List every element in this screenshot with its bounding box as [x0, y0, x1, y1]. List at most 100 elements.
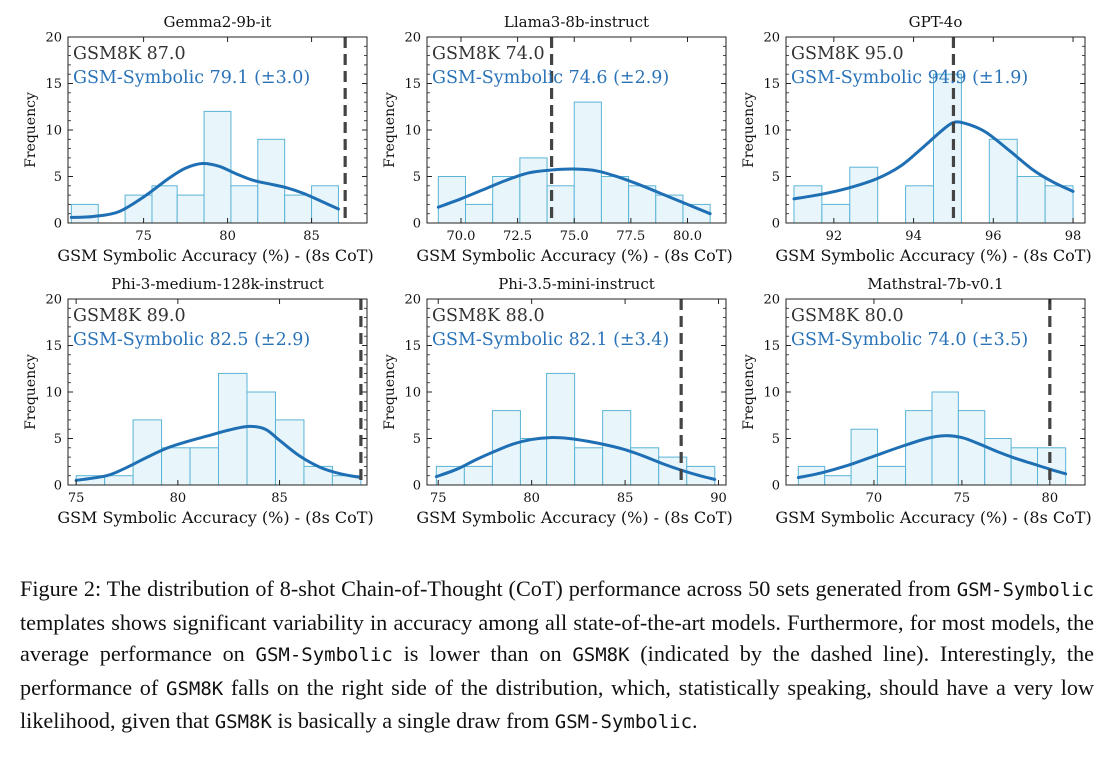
x-tick-label: 80.0 — [673, 229, 702, 244]
gsm-symbolic-annotation: GSM-Symbolic 82.1 (±3.4) — [432, 330, 669, 350]
histogram-bar — [573, 101, 602, 224]
histogram-bar — [933, 73, 962, 224]
caption-text-3: is lower than on — [392, 641, 573, 667]
gsm-symbolic-annotation: GSM-Symbolic 79.1 (±3.0) — [73, 68, 310, 88]
histogram-bar — [876, 465, 907, 486]
y-tick-label: 0 — [772, 217, 780, 232]
histogram-bar — [793, 185, 823, 224]
kde-curve — [74, 424, 363, 482]
chart-title: Phi-3-medium-128k-instruct — [111, 275, 324, 293]
x-tick-label: 75 — [954, 491, 971, 506]
histogram-bar — [628, 185, 657, 224]
y-tick-label: 20 — [763, 293, 780, 308]
y-tick-label: 15 — [404, 339, 421, 354]
chart-title: Mathstral-7b-v0.1 — [867, 275, 1003, 293]
histogram-bar — [161, 447, 191, 486]
chart-panel: Llama3-8b-instruct 0 5 10 15 20 70.0 72.5 75.0 77… — [382, 13, 733, 265]
x-axis-label: GSM Symbolic Accuracy (%) - (8s CoT) — [775, 246, 1091, 265]
histogram-bar — [1044, 185, 1074, 224]
x-axis-label: GSM Symbolic Accuracy (%) - (8s CoT) — [57, 246, 373, 265]
gsm8k-annotation: GSM8K 95.0 — [791, 44, 904, 64]
y-tick-label: 0 — [413, 479, 421, 494]
histogram-bar — [984, 438, 1012, 486]
histogram-bar — [957, 410, 986, 486]
gsm8k-annotation: GSM8K 80.0 — [791, 306, 904, 326]
y-tick-label: 5 — [772, 170, 780, 185]
kde-curve — [436, 167, 712, 216]
histogram-bar — [230, 185, 259, 224]
histogram-bar — [274, 419, 305, 486]
y-axis-label: Frequency — [23, 354, 39, 430]
caption-text-5: falls on the right side of the distribut… — [20, 674, 1094, 734]
caption-code-gsm-symbolic: GSM-Symbolic — [255, 644, 393, 667]
y-tick-label: 0 — [54, 217, 62, 232]
x-tick-label: 80 — [1042, 491, 1059, 506]
y-tick-label: 5 — [772, 432, 780, 447]
histogram-bar — [849, 166, 879, 224]
caption-text-7: . — [692, 708, 698, 734]
x-tick-label: 70 — [866, 491, 883, 506]
y-tick-label: 20 — [45, 293, 62, 308]
caption-code-gsm8k: GSM8K — [214, 711, 272, 734]
y-tick-label: 10 — [404, 124, 421, 139]
x-axis-label: GSM Symbolic Accuracy (%) - (8s CoT) — [416, 508, 732, 527]
kde-curve — [796, 434, 1068, 480]
y-tick-label: 10 — [45, 386, 62, 401]
caption-text-6: is basically a single draw from — [271, 708, 555, 734]
y-tick-label: 15 — [763, 77, 780, 92]
x-tick-label: 92 — [826, 229, 843, 244]
y-tick-label: 10 — [763, 386, 780, 401]
chart-panel: Phi-3.5-mini-instruct 0 5 10 15 20 75 80 85 90 GSM… — [382, 275, 733, 527]
y-tick-label: 15 — [763, 339, 780, 354]
y-tick-label: 15 — [404, 77, 421, 92]
gsm-symbolic-annotation: GSM-Symbolic 74.6 (±2.9) — [432, 68, 669, 88]
x-tick-label: 94 — [905, 229, 922, 244]
histogram-bar — [546, 372, 576, 486]
y-axis-label: Frequency — [382, 92, 398, 168]
caption-code-gsm-symbolic: GSM-Symbolic — [956, 579, 1094, 602]
y-tick-label: 20 — [45, 31, 62, 46]
x-tick-label: 90 — [710, 491, 727, 506]
gsm-symbolic-annotation: GSM-Symbolic 94.9 (±1.9) — [791, 68, 1028, 88]
y-tick-label: 0 — [54, 479, 62, 494]
histogram-bar — [1016, 176, 1046, 224]
gsm-symbolic-annotation: GSM-Symbolic 74.0 (±3.5) — [791, 330, 1028, 350]
chart-panel: Phi-3-medium-128k-instruct 0 5 10 15 20 75 80 85… — [23, 275, 374, 527]
histogram-bar — [600, 176, 630, 224]
caption-code-gsm-symbolic: GSM-Symbolic — [554, 711, 693, 734]
gsm8k-annotation: GSM8K 74.0 — [432, 44, 545, 64]
x-tick-label: 80 — [219, 229, 236, 244]
kde-curve — [434, 436, 717, 481]
chart-panel: GPT-4o 0 5 10 15 20 92 94 96 98 GSM Symbolic Accur… — [741, 13, 1092, 265]
histogram-bar — [931, 391, 959, 486]
x-tick-label: 98 — [1065, 229, 1082, 244]
x-tick-label: 80 — [170, 491, 187, 506]
y-axis-label: Frequency — [23, 92, 39, 168]
y-tick-label: 20 — [763, 31, 780, 46]
gsm8k-annotation: GSM8K 88.0 — [432, 306, 545, 326]
caption-code-gsm8k: GSM8K — [572, 644, 630, 667]
y-tick-label: 10 — [763, 124, 780, 139]
y-tick-label: 10 — [404, 386, 421, 401]
x-tick-label: 77.5 — [616, 229, 645, 244]
caption-text-1: Figure 2: The distribution of 8-shot Cha… — [20, 576, 957, 602]
histogram-bar — [824, 475, 852, 486]
y-tick-label: 5 — [413, 432, 421, 447]
gsm-symbolic-annotation: GSM-Symbolic 82.5 (±2.9) — [73, 330, 310, 350]
x-tick-label: 80 — [523, 491, 540, 506]
y-tick-label: 5 — [54, 170, 62, 185]
histogram-bar — [519, 157, 548, 224]
x-axis-label: GSM Symbolic Accuracy (%) - (8s CoT) — [775, 508, 1091, 527]
y-tick-label: 15 — [45, 339, 62, 354]
y-axis-label: Frequency — [741, 354, 757, 430]
gsm8k-annotation: GSM8K 89.0 — [73, 306, 186, 326]
kde-curve — [792, 120, 1075, 201]
x-tick-label: 96 — [985, 229, 1002, 244]
y-tick-label: 20 — [404, 293, 421, 308]
chart-panel: Mathstral-7b-v0.1 0 5 10 15 20 70 75 80 GSM Symbo… — [741, 275, 1092, 527]
histogram-bar — [104, 475, 134, 486]
figure-caption: Figure 2: The distribution of 8-shot Cha… — [20, 573, 1094, 739]
y-tick-label: 0 — [413, 217, 421, 232]
histogram-bar — [246, 391, 276, 486]
x-tick-label: 75 — [430, 491, 447, 506]
